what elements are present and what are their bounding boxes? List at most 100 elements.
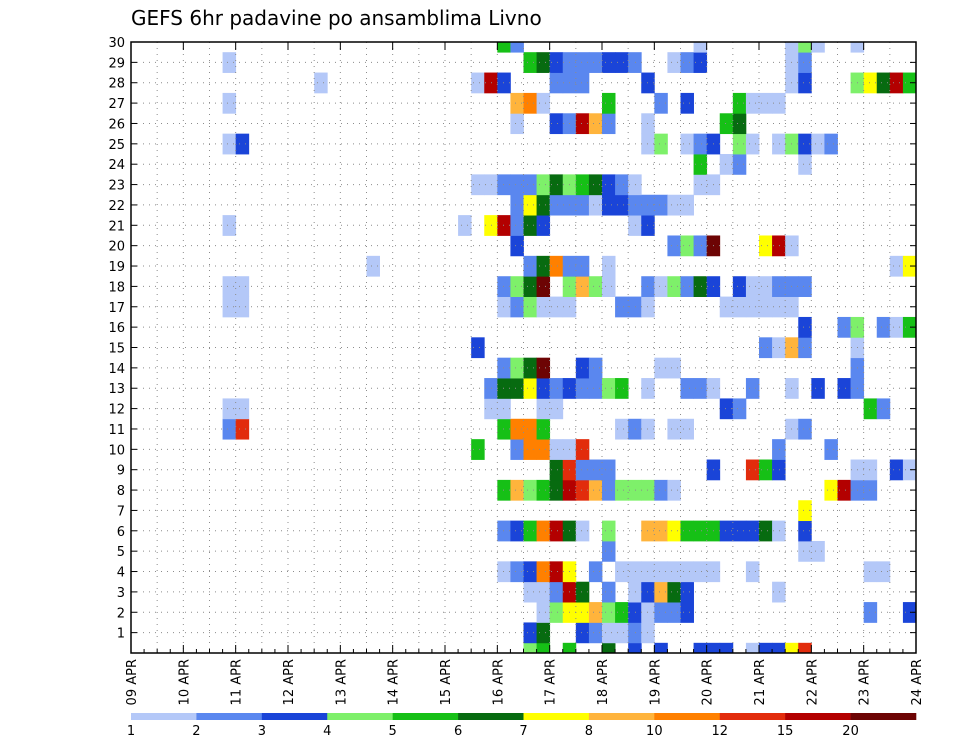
y-tick-label: 23 <box>108 179 125 194</box>
heatmap-cell <box>549 255 564 277</box>
heatmap-cell <box>654 561 668 583</box>
heatmap-cell <box>510 378 524 399</box>
heatmap-cell <box>549 194 564 216</box>
heatmap-cell <box>772 296 786 318</box>
heatmap-cell <box>235 418 250 440</box>
heatmap-cell <box>222 92 237 114</box>
heatmap-cell <box>549 296 564 318</box>
heatmap-cell <box>772 337 786 359</box>
heatmap-cell <box>628 479 642 501</box>
heatmap-cell <box>837 316 851 338</box>
heatmap-cell <box>536 194 551 216</box>
heatmap-cell <box>549 113 564 135</box>
heatmap-cell <box>876 398 891 420</box>
heatmap-cell <box>523 520 537 542</box>
heatmap-cell <box>693 561 708 583</box>
heatmap-cell <box>497 520 511 542</box>
heatmap-cell <box>654 92 668 114</box>
heatmap-cell <box>510 235 524 257</box>
heatmap-cell <box>549 72 564 94</box>
heatmap-cell <box>549 561 564 583</box>
heatmap-cell <box>798 500 812 522</box>
y-tick-label: 28 <box>108 77 125 92</box>
heatmap-cell <box>863 602 878 623</box>
heatmap-cell <box>510 439 524 460</box>
legend-swatch <box>523 713 590 720</box>
heatmap-cell <box>759 520 773 542</box>
heatmap-cell <box>615 622 629 644</box>
heatmap-cell <box>680 378 694 399</box>
heatmap-cell <box>471 337 485 359</box>
y-tick-label: 8 <box>117 484 125 499</box>
heatmap-cell <box>667 52 681 73</box>
heatmap-cell <box>588 479 603 501</box>
heatmap-cell <box>798 418 812 440</box>
heatmap-cell <box>785 42 799 53</box>
legend-swatch <box>327 713 393 720</box>
x-tick-label: 24 APR <box>910 659 925 705</box>
heatmap-cell <box>772 276 786 297</box>
heatmap-cell <box>615 52 629 73</box>
heatmap-cell <box>667 479 681 501</box>
x-tick-label: 14 APR <box>387 659 402 705</box>
heatmap-cell <box>680 52 694 73</box>
heatmap-cell <box>536 357 551 379</box>
heatmap-cell <box>536 602 551 623</box>
heatmap-cell <box>863 479 878 501</box>
heatmap-cell <box>575 113 590 135</box>
heatmap-cell <box>628 296 642 318</box>
heatmap-cell <box>693 42 708 53</box>
heatmap-cell <box>497 479 511 501</box>
y-tick-label: 11 <box>108 423 125 438</box>
heatmap-cell <box>588 113 603 135</box>
heatmap-cell <box>510 479 524 501</box>
heatmap-cell <box>759 642 773 654</box>
heatmap-cell <box>523 52 537 73</box>
heatmap-cell <box>588 357 603 379</box>
heatmap-cell <box>745 642 760 654</box>
heatmap-cell <box>628 602 642 623</box>
heatmap-cell <box>575 439 590 460</box>
heatmap-cell <box>536 642 551 654</box>
y-tick-label: 3 <box>117 586 125 601</box>
legend-swatch <box>131 713 197 720</box>
heatmap-cell <box>523 418 537 440</box>
legend-swatch <box>588 713 655 720</box>
heatmap-cell <box>667 194 681 216</box>
x-tick-label: 20 APR <box>701 659 716 705</box>
heatmap-cell <box>602 642 616 654</box>
x-tick-label: 18 APR <box>596 659 611 705</box>
heatmap-cell <box>536 255 551 277</box>
heatmap-cell <box>575 357 590 379</box>
heatmap-cell <box>680 581 694 603</box>
heatmap-cell <box>889 316 904 338</box>
heatmap-cell <box>235 133 250 155</box>
heatmap-cell <box>523 561 537 583</box>
y-tick-label: 24 <box>108 158 125 173</box>
heatmap-cell <box>510 296 524 318</box>
y-tick-label: 6 <box>117 525 125 540</box>
heatmap-cell <box>549 378 564 399</box>
heatmap-cell <box>811 540 825 562</box>
heatmap-cell <box>549 479 564 501</box>
heatmap-cell <box>510 215 524 236</box>
heatmap-cell <box>902 602 917 623</box>
heatmap-cell <box>811 42 825 53</box>
heatmap-cell <box>667 520 681 542</box>
heatmap-cell <box>680 276 694 297</box>
heatmap-cell <box>628 194 642 216</box>
heatmap-cell <box>680 194 694 216</box>
y-tick-label: 20 <box>108 240 125 255</box>
heatmap-cell <box>510 92 524 114</box>
heatmap-cell <box>693 235 708 257</box>
heatmap-cell <box>693 154 708 175</box>
y-tick-label: 15 <box>108 342 125 357</box>
heatmap-cell <box>536 622 551 644</box>
x-tick-label: 22 APR <box>805 659 820 705</box>
heatmap-cell <box>902 459 917 481</box>
x-tick-label: 19 APR <box>648 659 663 705</box>
heatmap-cell <box>680 133 694 155</box>
heatmap-cell <box>798 642 812 654</box>
heatmap-cell <box>745 133 760 155</box>
